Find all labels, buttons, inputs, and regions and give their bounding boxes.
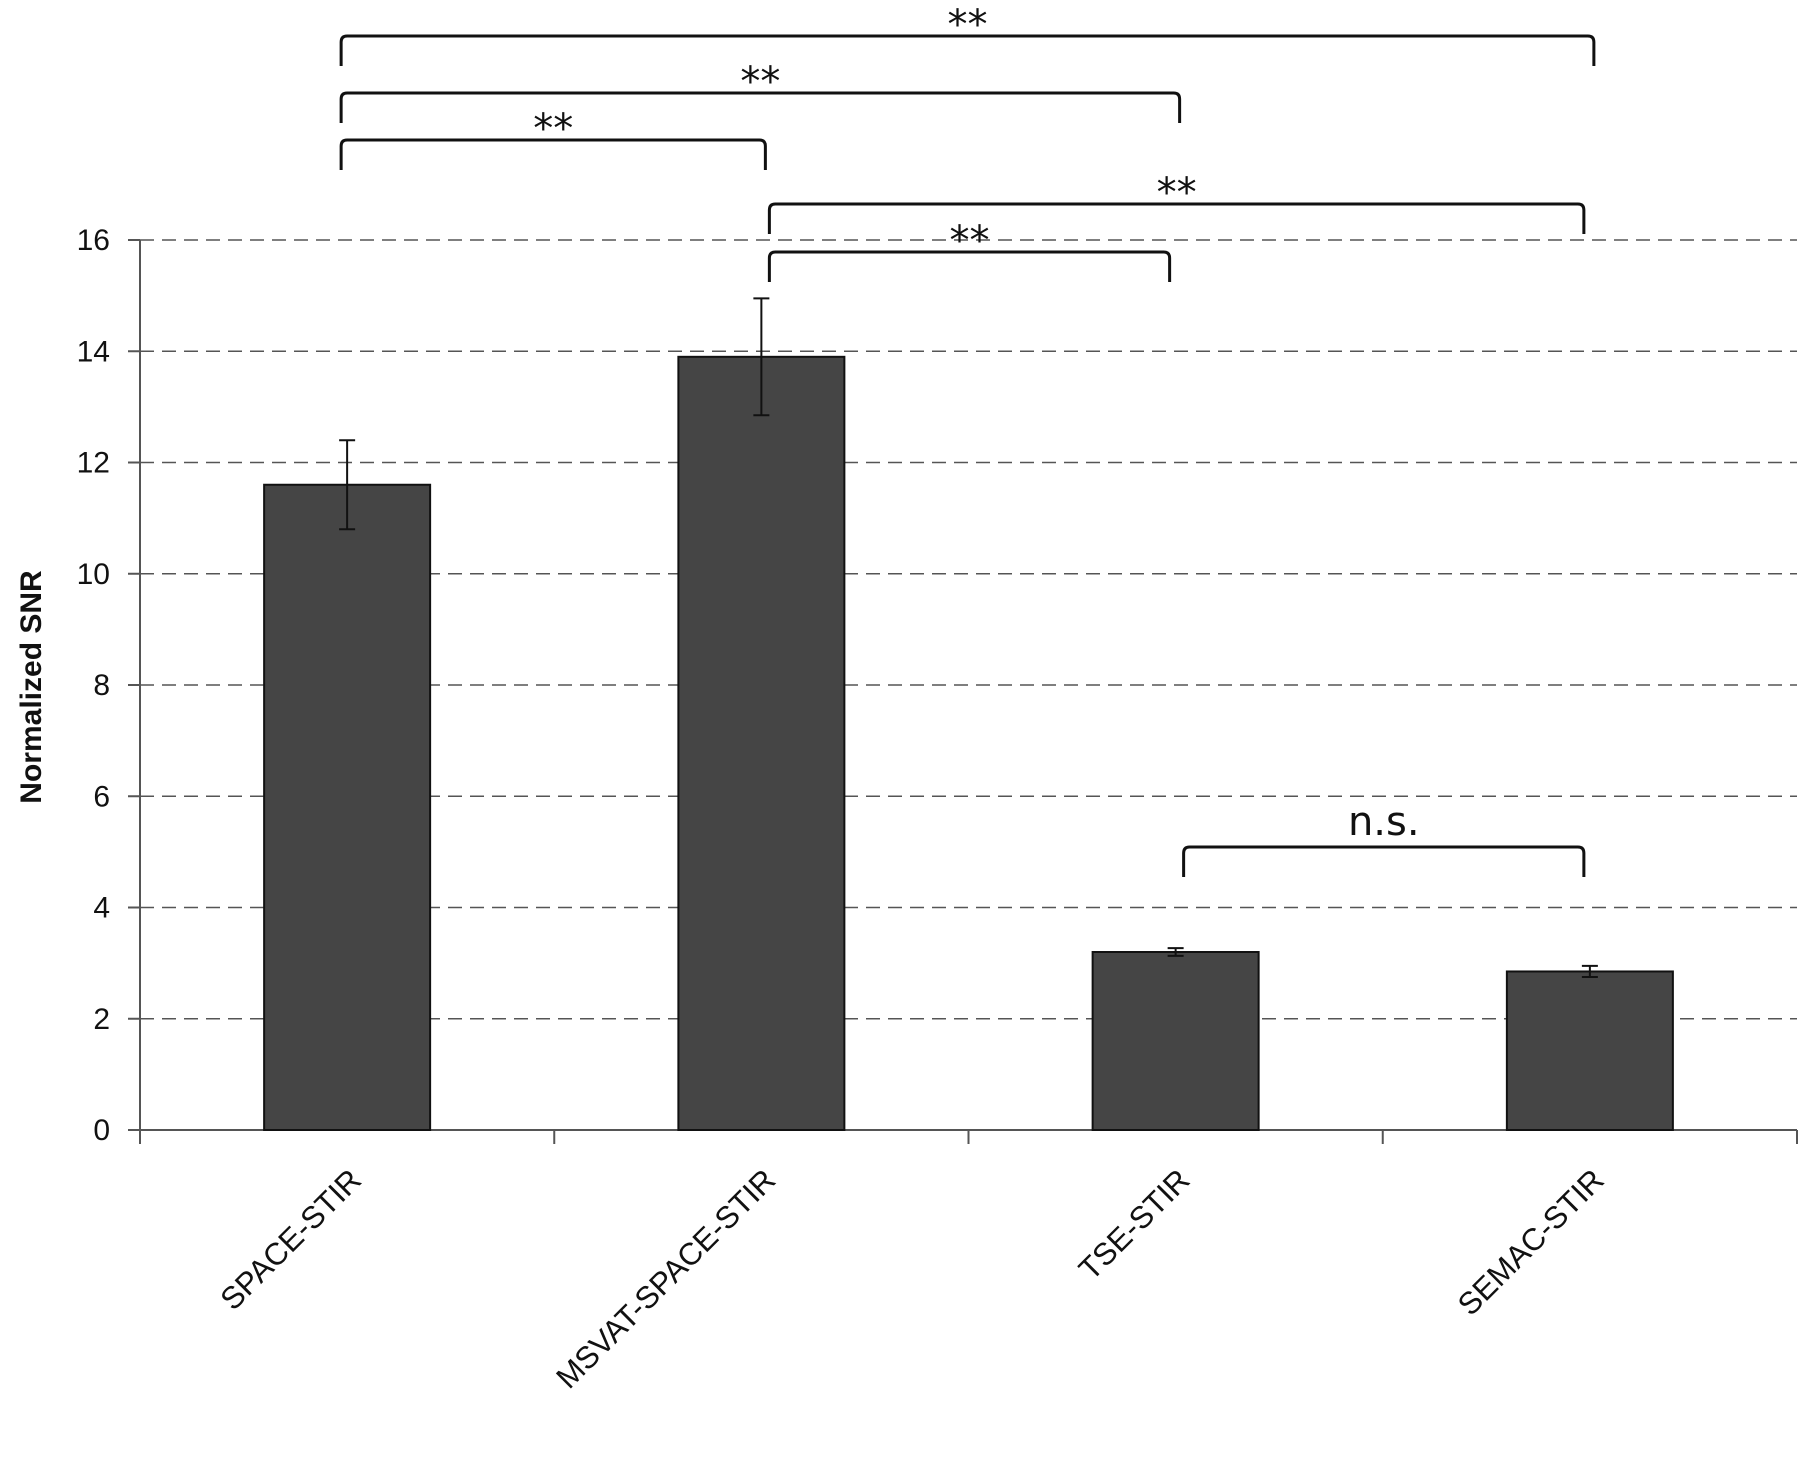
y-tick-label: 10 [77,558,110,591]
y-tick-label: 14 [77,335,110,368]
y-tick-label: 16 [77,224,110,257]
significance-label: ** [950,218,990,264]
significance-bracket [767,202,1586,234]
bar [677,355,846,1131]
significance-bracket [339,91,1182,123]
error-bars [339,297,1598,979]
significance-bracket [1182,845,1586,877]
x-tick-labels: SPACE-STIR MSVAT-SPACE-STIR TSE-STIR SEMAC-… [213,1162,1610,1395]
significance-label: ** [533,106,573,152]
significance-bracket [339,138,767,170]
significance-brackets: ** ** ** ** ** n.s. [339,2,1596,877]
significance-label: ** [948,2,988,48]
y-tick-labels: 0 2 4 6 8 10 12 14 16 [77,224,110,1147]
significance-label: ** [740,59,780,105]
y-tick-label: 0 [93,1114,110,1147]
x-tick-label: MSVAT-SPACE-STIR [549,1162,782,1395]
bar [1505,970,1674,1131]
y-tick-label: 12 [77,447,110,480]
x-tick-label: SPACE-STIR [213,1162,368,1317]
y-axis-label: Normalized SNR [15,570,48,804]
bars [263,355,1674,1131]
bar [263,483,432,1131]
y-tick-label: 4 [93,892,110,925]
y-tick-label: 2 [93,1003,110,1036]
bar [1091,951,1260,1131]
significance-bracket [767,250,1172,282]
y-tick-label: 6 [93,780,110,813]
x-tick-label: SEMAC-STIR [1451,1162,1611,1322]
significance-bracket [339,34,1596,66]
significance-label: n.s. [1348,799,1420,845]
significance-label: ** [1157,170,1197,216]
x-tick-label: TSE-STIR [1072,1162,1197,1287]
y-tick-label: 8 [93,669,110,702]
